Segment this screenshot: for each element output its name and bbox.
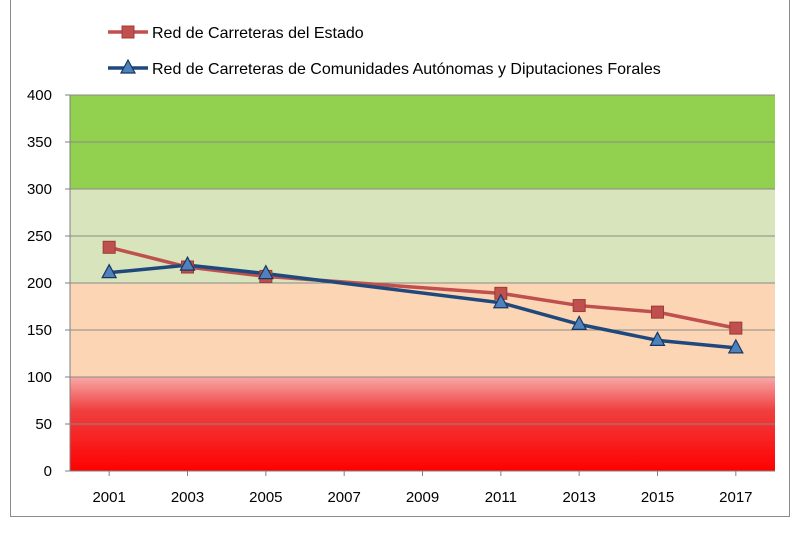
series-0-point-2001 <box>102 240 116 254</box>
y-axis-ticks: 0 50 100 150 200 250 300 350 400 <box>27 87 70 480</box>
y-tick-label: 200 <box>27 275 52 292</box>
y-tick-label: 250 <box>27 228 52 245</box>
series-1-point-2005 <box>257 264 274 280</box>
series-1-point-2015 <box>649 331 666 346</box>
x-tick-label: 2011 <box>485 489 517 506</box>
legend-marker-0 <box>121 25 135 39</box>
x-tick-label: 2005 <box>249 489 282 506</box>
x-tick-label: 2015 <box>641 489 674 506</box>
gridlines <box>70 94 775 425</box>
series-0-point-2013 <box>572 299 586 313</box>
y-tick-label: 400 <box>27 87 52 104</box>
y-tick-label: 300 <box>27 181 52 198</box>
x-tick-label: 2007 <box>327 489 360 506</box>
y-tick-label: 100 <box>27 369 52 386</box>
x-tick-label: 2001 <box>92 489 125 506</box>
series-0-point-2015 <box>651 305 664 319</box>
legend-label-0: Red de Carreteras del Estado <box>152 25 364 42</box>
y-tick-label: 150 <box>27 322 52 339</box>
legend-label-1: Red de Carreteras de Comunidades Autónom… <box>152 61 661 78</box>
legend-marker-1 <box>119 58 137 74</box>
x-tick-label: 2009 <box>406 489 439 506</box>
series-1-point-2011 <box>492 293 509 309</box>
series-1-point-2001 <box>101 263 118 279</box>
x-tick-label: 2017 <box>719 489 752 506</box>
series-lines <box>101 240 744 354</box>
y-tick-label: 50 <box>35 416 52 433</box>
series-1-point-2003 <box>179 255 196 271</box>
series-0-point-2017 <box>729 321 743 335</box>
legend: Red de Carreteras del Estado Red de Carre… <box>108 25 661 78</box>
x-axis-ticks: 2001 2003 2005 2007 2009 2011 2013 2015 2017 <box>92 471 753 506</box>
y-tick-label: 350 <box>27 134 52 151</box>
x-tick-label: 2003 <box>171 489 204 506</box>
series-1-point-2017 <box>727 338 744 354</box>
y-tick-label: 0 <box>44 463 52 480</box>
series-1-point-2013 <box>571 315 588 330</box>
x-tick-label: 2013 <box>562 489 595 506</box>
